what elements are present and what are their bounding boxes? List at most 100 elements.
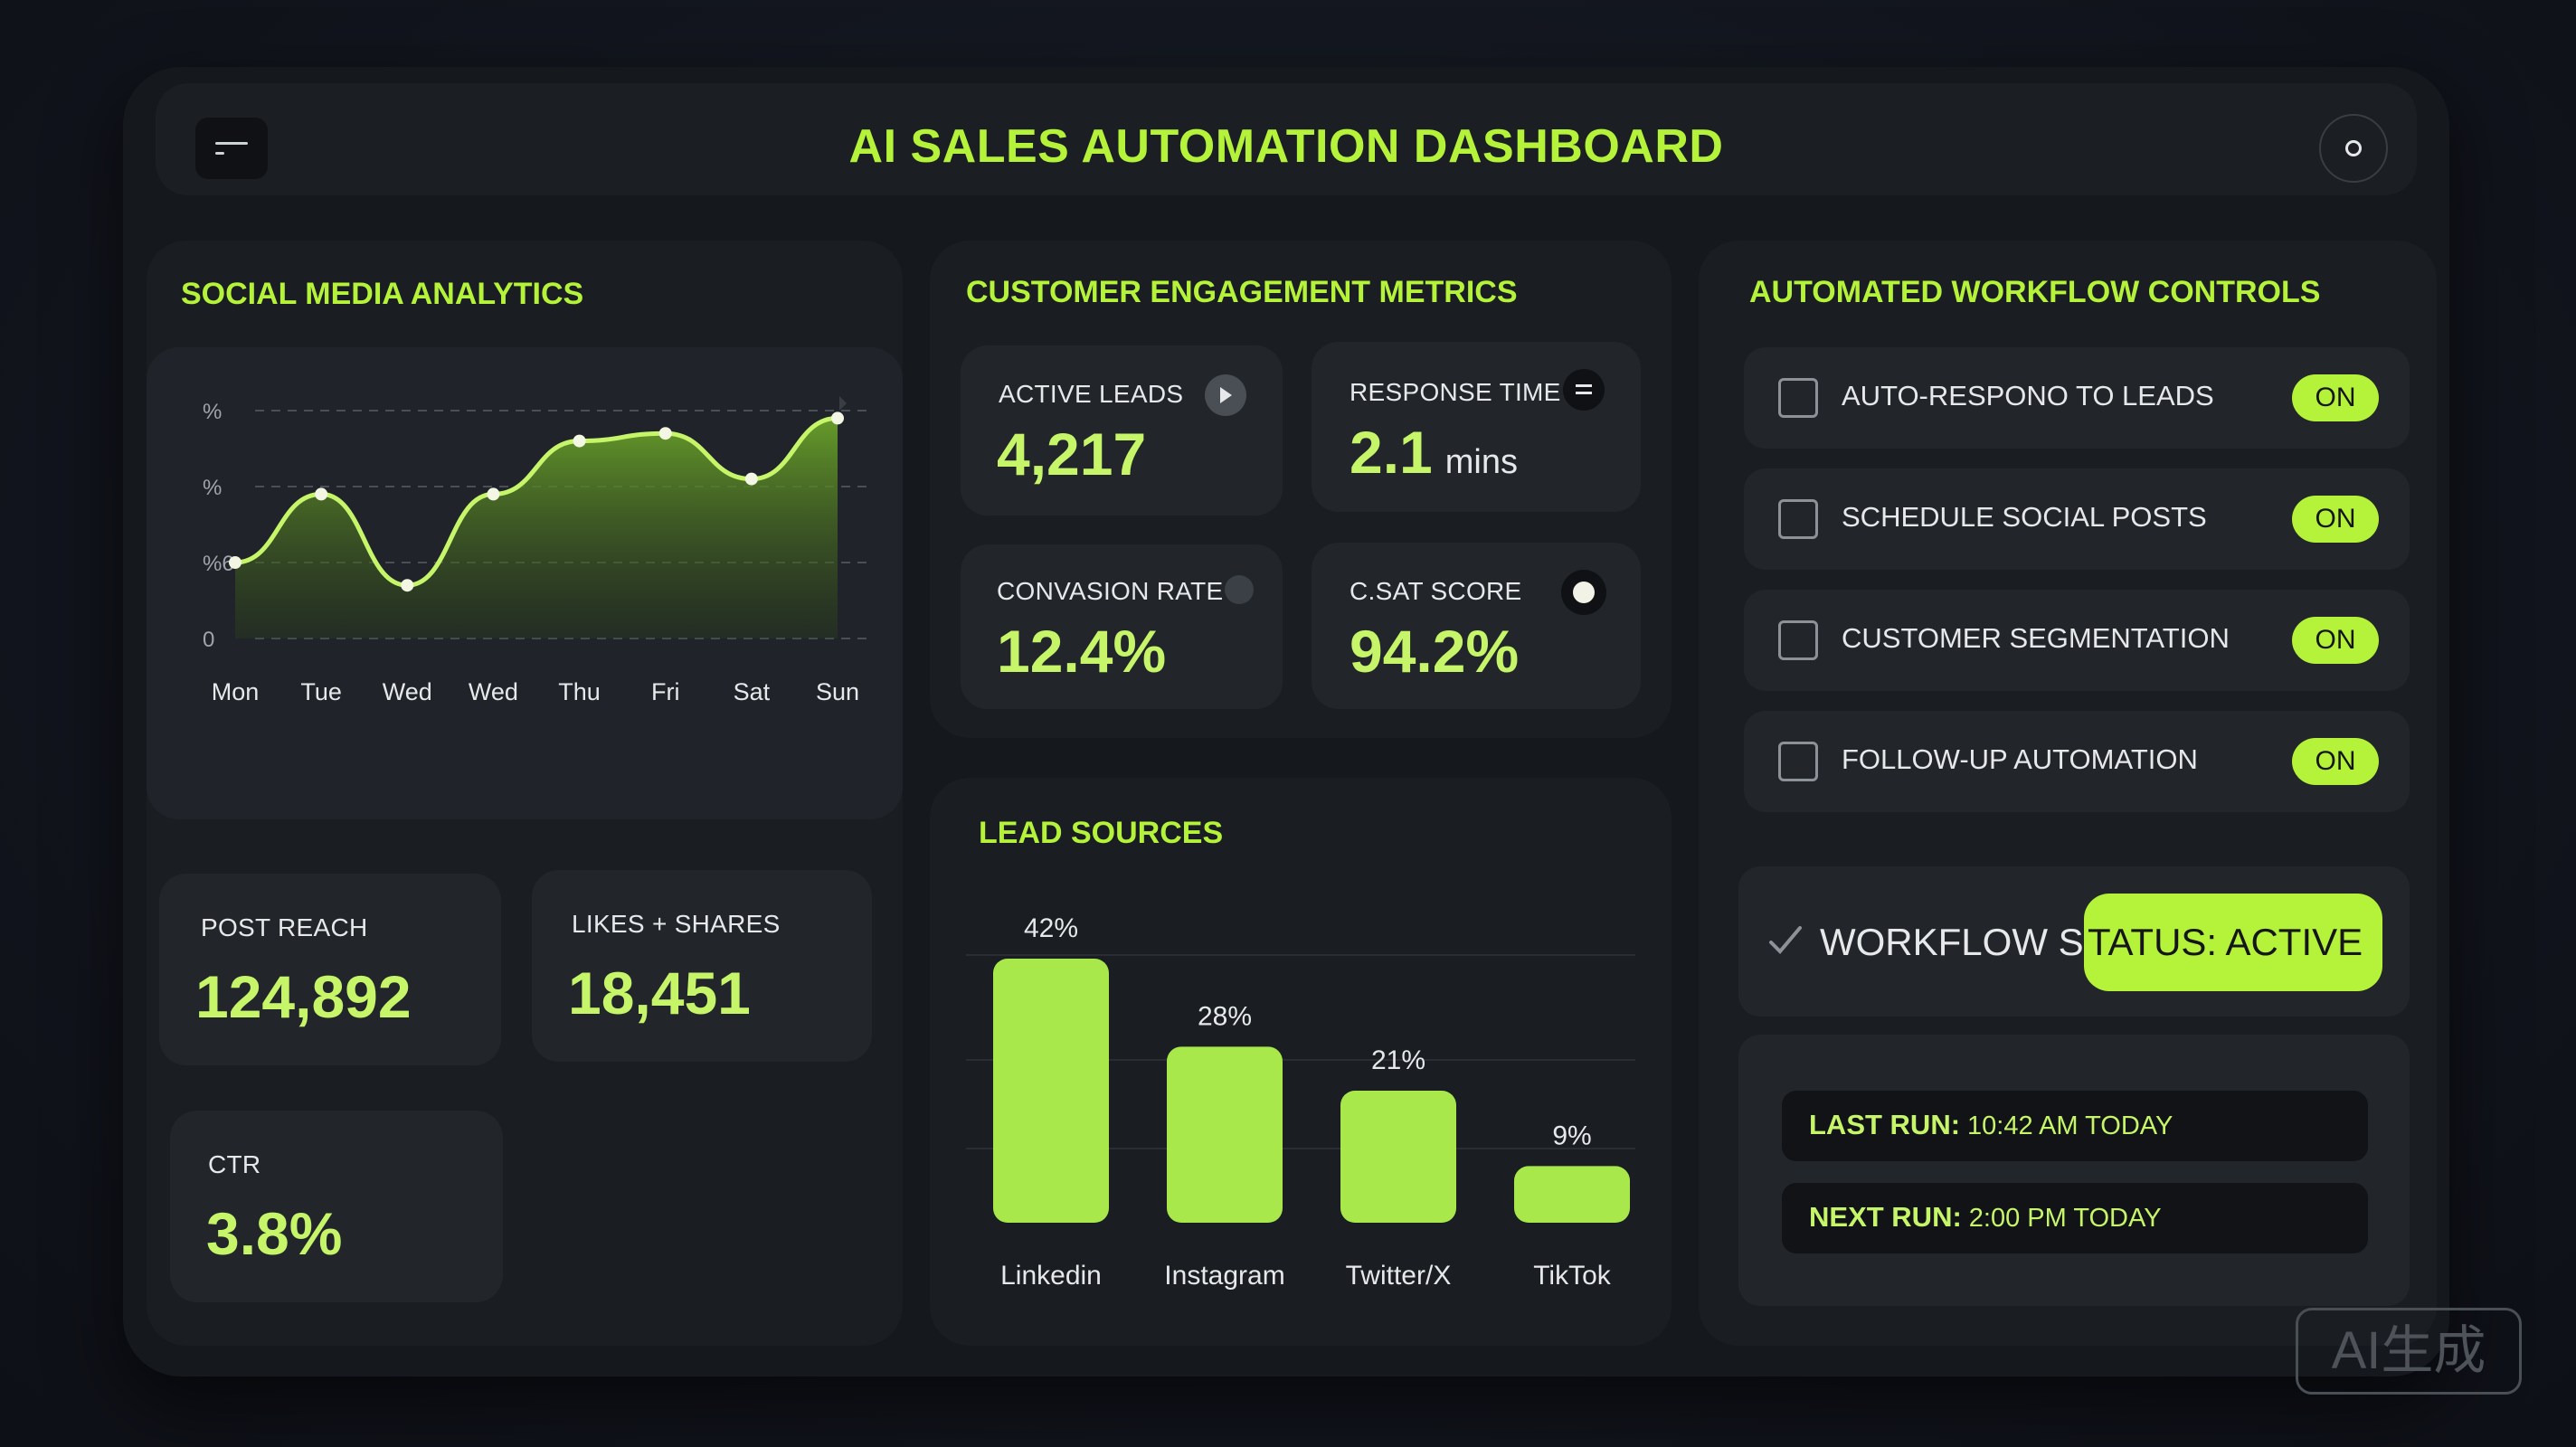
workflow-status-pill: TATUS: ACTIVE xyxy=(2084,894,2382,991)
run-schedule-card: LAST RUN: 10:42 AM TODAY NEXT RUN: 2:00 PM… xyxy=(1738,1035,2410,1306)
watermark: AI生成 xyxy=(2296,1308,2522,1395)
active-leads-label: ACTIVE LEADS xyxy=(999,380,1184,408)
next-run-line: NEXT RUN: 2:00 PM TODAY xyxy=(1782,1183,2368,1253)
ctr-label: CTR xyxy=(208,1150,261,1178)
engagement-panel: CUSTOMER ENGAGEMENT METRICS ACTIVE LEADS… xyxy=(930,241,1672,738)
check-icon xyxy=(1769,926,1802,954)
workflow-panel: AUTOMATED WORKFLOW CONTROLS AUTO-RESPONO… xyxy=(1699,241,2437,1346)
bar-value-label: 28% xyxy=(1198,1001,1252,1031)
ctr-value: 3.8% xyxy=(206,1200,343,1267)
social-line-chart: 0 %6%% Mon Tue Wed Wed Thu Fri Sat Sun xyxy=(203,396,870,705)
toggle-dot-icon[interactable] xyxy=(1561,570,1606,615)
social-chart-card: 0 %6%% Mon Tue Wed Wed Thu Fri Sat Sun xyxy=(147,347,903,819)
x-tick-label: Thu xyxy=(558,678,601,705)
conversion-rate-card: CONVASION RATE 12.4% xyxy=(961,544,1283,709)
chart-point xyxy=(229,556,242,569)
y-tick-label: 0 xyxy=(203,628,214,652)
x-tick-label: Fri xyxy=(651,678,679,705)
bar-category-label: Instagram xyxy=(1164,1261,1284,1291)
response-time-number: 2.1 xyxy=(1350,419,1433,486)
social-media-panel: SOCIAL MEDIA ANALYTICS 0 %6%% Mon Tue Wed We… xyxy=(147,241,903,1346)
ctr-card: CTR 3.8% xyxy=(170,1111,503,1302)
workflow-item-follow-up[interactable]: FOLLOW-UP AUTOMATION ON xyxy=(1744,711,2410,812)
auto-respond-checkbox[interactable] xyxy=(1778,378,1818,418)
response-time-card: RESPONSE TIME 2.1 mins xyxy=(1312,342,1641,512)
chart-point xyxy=(831,411,844,425)
response-time-unit: mins xyxy=(1444,443,1518,481)
chart-area-fill xyxy=(235,418,838,638)
follow-up-label: FOLLOW-UP AUTOMATION xyxy=(1842,743,2198,775)
y-tick-label: %6 xyxy=(203,552,234,576)
bar-category-label: Linkedin xyxy=(1000,1261,1102,1291)
lead-source-bar xyxy=(1340,1091,1456,1223)
follow-up-toggle[interactable]: ON xyxy=(2292,738,2379,785)
csat-label: C.SAT SCORE xyxy=(1350,577,1522,605)
next-run-value: 2:00 PM TODAY xyxy=(1968,1204,2162,1233)
lead-sources-title: LEAD SOURCES xyxy=(979,816,1224,850)
x-tick-label: Wed xyxy=(469,678,518,705)
lead-source-bar xyxy=(993,959,1109,1223)
chart-arrow-icon xyxy=(839,396,847,411)
workflow-item-segmentation[interactable]: CUSTOMER SEGMENTATION ON xyxy=(1744,590,2410,691)
chart-point xyxy=(401,579,414,592)
lead-source-bar xyxy=(1167,1046,1283,1223)
x-tick-label: Sun xyxy=(816,678,859,705)
auto-respond-toggle[interactable]: ON xyxy=(2292,374,2379,421)
likes-shares-label: LIKES + SHARES xyxy=(572,910,781,938)
csat-value: 94.2% xyxy=(1350,618,1520,685)
post-reach-value: 124,892 xyxy=(195,963,412,1030)
workflow-status-row: WORKFLOW S TATUS: ACTIVE xyxy=(1738,866,2410,1017)
chart-point xyxy=(573,434,586,448)
schedule-posts-toggle[interactable]: ON xyxy=(2292,496,2379,543)
x-tick-label: Wed xyxy=(383,678,432,705)
conversion-rate-label: CONVASION RATE xyxy=(997,577,1224,605)
schedule-posts-label: SCHEDULE SOCIAL POSTS xyxy=(1842,501,2207,533)
y-tick-label: % xyxy=(203,476,222,500)
bar-value-label: 21% xyxy=(1371,1045,1425,1075)
last-run-line: LAST RUN: 10:42 AM TODAY xyxy=(1782,1091,2368,1161)
conversion-rate-value: 12.4% xyxy=(997,618,1167,685)
menu-icon[interactable] xyxy=(195,118,268,179)
response-time-label: RESPONSE TIME xyxy=(1350,378,1561,406)
dashboard: AI SALES AUTOMATION DASHBOARD SOCIAL MED… xyxy=(123,67,2449,1376)
follow-up-checkbox[interactable] xyxy=(1778,742,1818,781)
chart-point xyxy=(315,487,328,501)
next-run-key: NEXT RUN: xyxy=(1809,1201,1962,1233)
active-leads-card: ACTIVE LEADS 4,217 xyxy=(961,345,1283,515)
chart-point xyxy=(487,487,500,501)
top-bar: AI SALES AUTOMATION DASHBOARD xyxy=(156,83,2417,195)
bar-value-label: 42% xyxy=(1024,913,1078,943)
last-run-value: 10:42 AM TODAY xyxy=(1967,1111,2174,1140)
lead-source-bar xyxy=(1514,1166,1630,1223)
workflow-item-schedule-posts[interactable]: SCHEDULE SOCIAL POSTS ON xyxy=(1744,468,2410,570)
chart-point xyxy=(744,472,758,486)
x-tick-label: Mon xyxy=(212,678,260,705)
arrow-icon xyxy=(1205,374,1246,416)
dot-icon xyxy=(1225,575,1254,604)
post-reach-card: POST REACH 124,892 xyxy=(159,874,501,1065)
lead-sources-bar-chart: 42% 28% 21% 9% Linkedin Instagram Twitter/X Ti… xyxy=(966,913,1635,1291)
chart-point xyxy=(658,427,672,440)
schedule-posts-checkbox[interactable] xyxy=(1778,499,1818,539)
response-time-value: 2.1 mins xyxy=(1350,418,1518,487)
equals-icon xyxy=(1563,369,1605,411)
workflow-item-auto-respond[interactable]: AUTO-RESPONO TO LEADS ON xyxy=(1744,347,2410,449)
active-leads-value: 4,217 xyxy=(997,421,1147,487)
likes-shares-card: LIKES + SHARES 18,451 xyxy=(532,870,872,1062)
x-tick-label: Tue xyxy=(300,678,342,705)
segmentation-toggle[interactable]: ON xyxy=(2292,617,2379,664)
circle-icon[interactable] xyxy=(2319,114,2388,183)
csat-card: C.SAT SCORE 94.2% xyxy=(1312,543,1641,709)
page-title: AI SALES AUTOMATION DASHBOARD xyxy=(848,120,1724,173)
segmentation-checkbox[interactable] xyxy=(1778,620,1818,660)
social-media-title: SOCIAL MEDIA ANALYTICS xyxy=(181,277,584,311)
auto-respond-label: AUTO-RESPONO TO LEADS xyxy=(1842,380,2214,411)
post-reach-label: POST REACH xyxy=(201,913,368,941)
engagement-title: CUSTOMER ENGAGEMENT METRICS xyxy=(966,275,1518,309)
segmentation-label: CUSTOMER SEGMENTATION xyxy=(1842,622,2230,654)
lead-sources-panel: LEAD SOURCES 42% 28% 21% 9% Linkedin Instagr… xyxy=(930,778,1672,1346)
likes-shares-value: 18,451 xyxy=(568,960,751,1026)
workflow-title: AUTOMATED WORKFLOW CONTROLS xyxy=(1749,275,2321,309)
y-tick-label: % xyxy=(203,400,222,424)
bar-value-label: 9% xyxy=(1552,1121,1591,1150)
